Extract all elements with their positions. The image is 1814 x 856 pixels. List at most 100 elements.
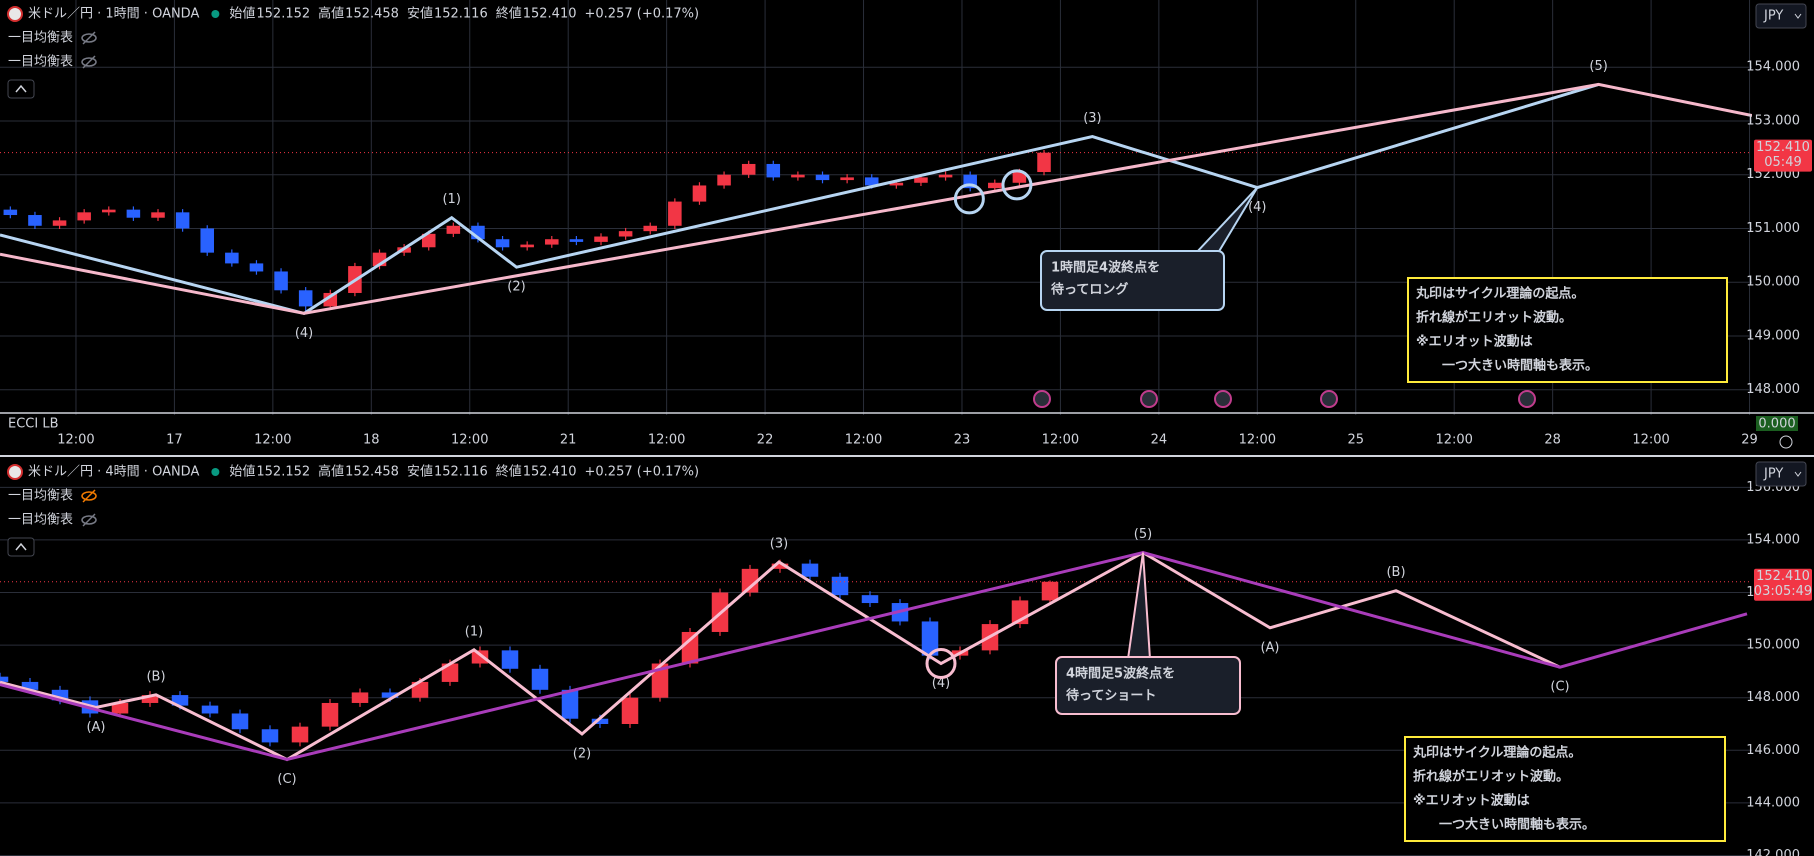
callout-box [1040,250,1225,311]
candle-body [21,681,39,690]
candle-body [681,631,699,664]
note-box [1404,736,1726,842]
candle-body [323,292,338,307]
candle-body [561,689,579,719]
symbol-title: 米ドル／円 · 1時間 · OANDA [28,7,199,22]
settings-icon[interactable] [1779,435,1793,449]
event-icon [1140,390,1158,408]
indicator-label: 一目均衡表 [8,55,73,70]
note-text: 一つ大きい時間軸も表示。 [1439,817,1595,833]
x-tick-label: 22 [757,433,774,448]
candle-body [569,239,584,242]
last-price-label: 152.410 [1756,140,1810,155]
note-text: 折れ線がエリオット波動。 [1413,769,1569,785]
quote-label: 終値 [496,464,522,480]
candle-body [381,692,399,698]
candle-body [0,676,9,682]
candle-body [111,702,129,714]
x-tick-label: 25 [1347,433,1364,448]
callout-text: 待ってロング [1050,282,1128,298]
candle-body [201,705,219,714]
note-text: 折れ線がエリオット波動。 [1416,310,1572,326]
candle-body [621,697,639,724]
x-tick-label: 18 [363,433,380,448]
event-icon [1518,390,1536,408]
candle-body [126,209,141,218]
candle-body [298,290,313,307]
y-tick-label: 142.000 [1746,848,1800,856]
candle-body [441,663,459,682]
visibility-slash [82,489,96,503]
note-box [1407,277,1728,383]
y-tick-label: 144.000 [1746,795,1800,810]
currency-label: JPY [1763,9,1783,24]
event-icon [1033,390,1051,408]
callout-box [1055,656,1241,715]
collapse-button[interactable] [7,537,35,557]
candle-body [914,177,928,183]
y-tick-label: 150.000 [1746,638,1800,653]
candle-body [791,174,805,178]
candle-body [618,231,633,237]
wave-label: (C) [277,772,296,787]
x-tick-label: 12:00 [845,433,882,448]
candle-body [102,209,116,213]
wave-label: (A) [86,720,105,735]
x-tick-label: 12:00 [254,433,291,448]
note-text: ※エリオット波動は [1413,793,1530,809]
candle-body [231,713,249,730]
currency-button[interactable] [1755,461,1807,487]
candle-body [1037,152,1051,173]
candle-body [501,650,519,669]
candle-body [175,212,190,229]
quote-value: 152.410 [523,465,577,480]
wave-label: (4) [1248,200,1266,215]
wave-line [0,82,1752,315]
countdown: 03:05:49 [1754,584,1812,599]
currency-caret [1794,13,1802,19]
status-dot [211,468,220,476]
x-tick-label: 24 [1151,433,1168,448]
quote-value: 152.152 [256,7,310,22]
wave-label: (3) [1083,111,1101,126]
quote-value: 152.458 [345,465,399,480]
x-tick-label: 12:00 [451,433,488,448]
y-tick-label: 146.000 [1746,743,1800,758]
candle-body [225,252,239,264]
y-tick-label: 154.000 [1746,532,1800,547]
x-tick-label: 17 [166,433,183,448]
candle-body [815,174,830,181]
candle-body [77,212,91,221]
x-tick-label: 12:00 [648,433,685,448]
quote-label: 安値 [407,464,433,480]
indicator-label: 一目均衡表 [8,513,73,528]
visibility-icon [81,33,97,43]
currency-button[interactable] [1755,3,1807,29]
candle-body [151,212,165,218]
candle-body [771,563,789,569]
candle-body [520,244,534,248]
candle-body [274,271,288,291]
quote-label: 高値 [318,464,344,480]
candle-body [938,174,953,178]
x-tick-label: 12:00 [57,433,94,448]
quote-label: 安値 [407,6,433,22]
quote-value: 152.152 [256,465,310,480]
visibility-icon [81,57,97,67]
symbol-flag [7,464,23,480]
quote-change: +0.257 (+0.17%) [585,7,700,22]
candle-body [717,174,731,186]
collapse-button[interactable] [7,79,35,99]
wave-label: (C) [1550,680,1569,695]
cycle-circle [953,183,985,215]
collapse-arrow [15,84,27,93]
candle-body [864,177,879,186]
candle-body [411,681,429,698]
note-text: 丸印はサイクル理論の起点。 [1412,745,1581,761]
visibility-icon [81,515,97,525]
quote-label: 高値 [318,6,344,22]
wave-label: (5) [1589,59,1607,74]
y-tick-label: 149.000 [1746,328,1800,343]
candle-body [171,695,189,706]
callout-seam [1197,252,1217,256]
